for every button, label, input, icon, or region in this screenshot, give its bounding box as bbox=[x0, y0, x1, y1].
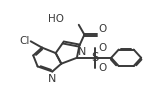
Text: N: N bbox=[48, 74, 57, 84]
Text: HO: HO bbox=[48, 14, 64, 24]
Text: O: O bbox=[98, 24, 106, 34]
Text: O: O bbox=[98, 63, 106, 73]
Text: N: N bbox=[78, 47, 86, 57]
Text: S: S bbox=[91, 51, 99, 64]
Text: Cl: Cl bbox=[20, 36, 30, 46]
Text: O: O bbox=[98, 43, 106, 53]
